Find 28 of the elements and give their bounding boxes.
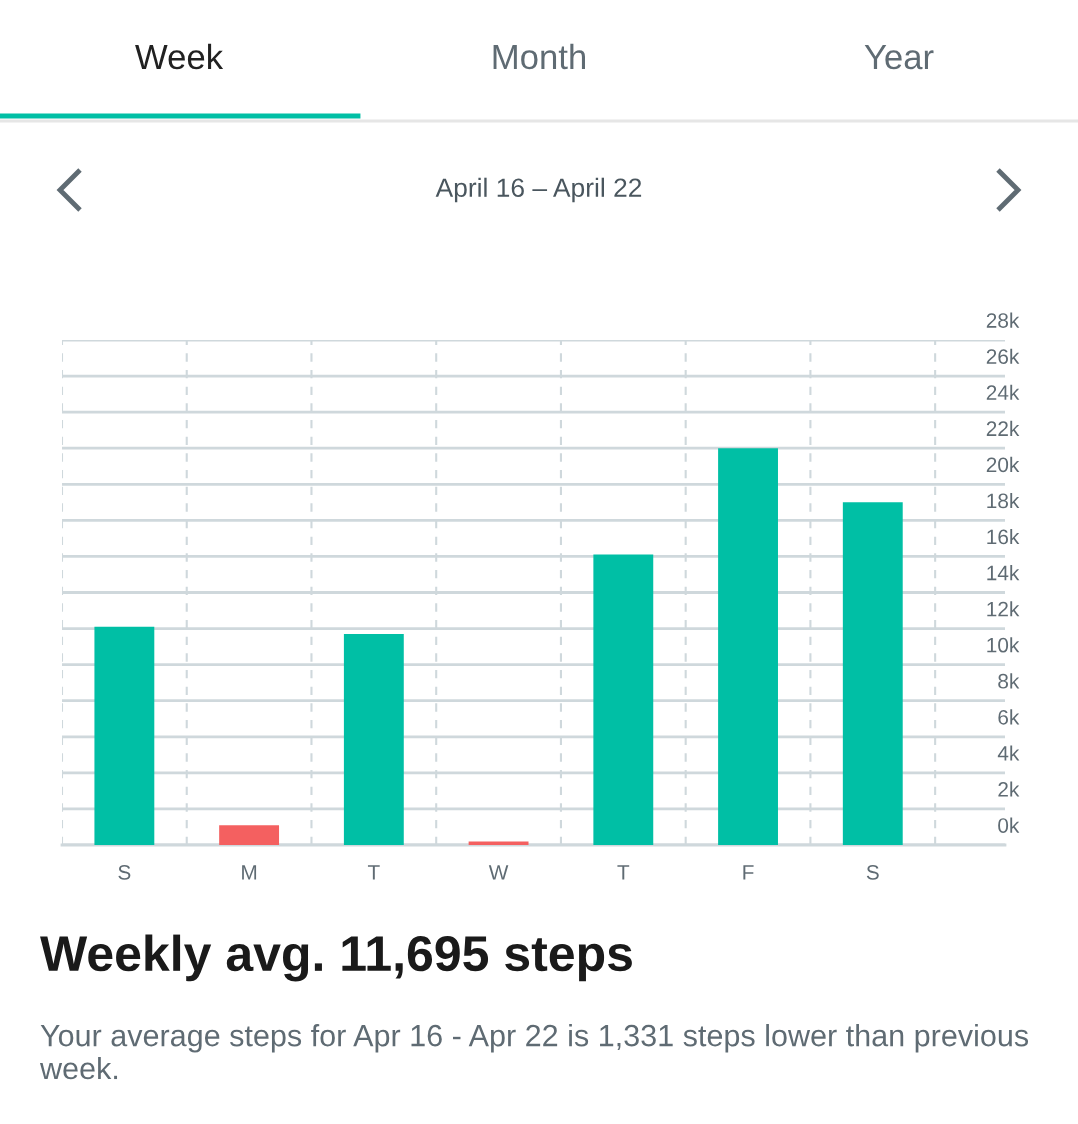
- y-tick-label: 4k: [997, 745, 1020, 761]
- y-tick-label: 26k: [986, 348, 1020, 364]
- text: Your average steps for Apr 16 - Apr 22 is 1,331 steps lower than previous week.: [39, 1024, 1029, 1080]
- y-tick-label: 28k: [986, 312, 1020, 328]
- chart-title: April 16 – April 22: [435, 177, 642, 203]
- y-tick-label: 10k: [987, 637, 1020, 653]
- x-tick-label: W: [488, 865, 509, 880]
- y-tick-label: 0k: [998, 817, 1020, 833]
- y-tick-label: 18k: [987, 492, 1020, 509]
- y-tick-label: 20k: [986, 456, 1020, 473]
- y-tick-label: 22k: [986, 420, 1020, 436]
- y-tick-label: 24k: [986, 384, 1020, 400]
- x-tick-label: T: [367, 865, 380, 880]
- text: Month: [493, 43, 585, 70]
- text: Weekly avg. 11,695 steps: [40, 934, 632, 982]
- text: Week: [135, 43, 224, 70]
- x-tick-label: S: [866, 864, 879, 880]
- y-tick-label: 8k: [998, 673, 1020, 689]
- x-tick-label: M: [242, 865, 257, 880]
- x-tick-label: S: [118, 864, 131, 880]
- y-tick-label: 16k: [987, 529, 1020, 545]
- y-tick-label: 14k: [987, 565, 1020, 581]
- x-tick-label: F: [743, 865, 754, 880]
- text: Year: [864, 45, 934, 70]
- x-tick-label: T: [617, 865, 630, 880]
- y-tick-label: 6k: [998, 709, 1020, 725]
- y-tick-label: 12k: [987, 601, 1020, 617]
- y-tick-label: 2k: [998, 781, 1020, 797]
